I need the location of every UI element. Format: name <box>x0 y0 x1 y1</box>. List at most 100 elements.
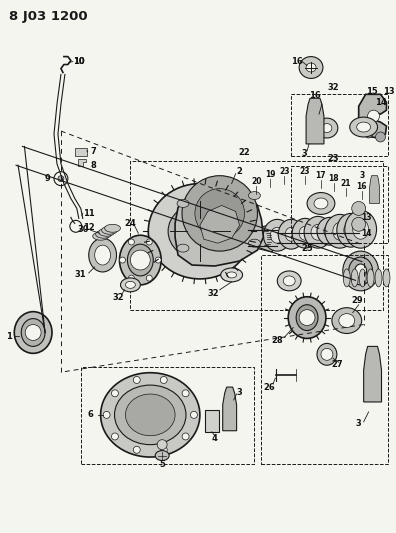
Ellipse shape <box>120 278 140 292</box>
Circle shape <box>352 217 366 231</box>
Circle shape <box>365 130 373 138</box>
Text: 4: 4 <box>212 434 218 443</box>
Ellipse shape <box>299 227 311 240</box>
Text: 10: 10 <box>73 57 85 66</box>
Ellipse shape <box>353 220 369 239</box>
Text: 8: 8 <box>91 161 97 170</box>
Text: 14: 14 <box>375 98 386 107</box>
Text: 1: 1 <box>6 332 12 341</box>
Text: 16: 16 <box>291 57 303 66</box>
Ellipse shape <box>344 222 358 238</box>
Text: 2: 2 <box>237 167 242 176</box>
Ellipse shape <box>317 343 337 365</box>
Text: 32: 32 <box>327 83 339 92</box>
Circle shape <box>155 257 161 263</box>
Circle shape <box>130 250 150 270</box>
Circle shape <box>128 239 134 245</box>
Circle shape <box>299 310 315 326</box>
Ellipse shape <box>14 312 52 353</box>
Ellipse shape <box>343 269 350 287</box>
Ellipse shape <box>105 224 120 232</box>
Ellipse shape <box>332 308 362 334</box>
Text: 6: 6 <box>88 410 93 419</box>
Text: 9: 9 <box>44 174 50 183</box>
Circle shape <box>195 189 245 238</box>
Polygon shape <box>359 94 386 138</box>
Ellipse shape <box>367 269 374 287</box>
Ellipse shape <box>270 227 284 243</box>
Polygon shape <box>175 184 263 266</box>
Ellipse shape <box>155 450 169 461</box>
Ellipse shape <box>102 227 118 234</box>
Ellipse shape <box>333 222 347 240</box>
Circle shape <box>146 275 152 281</box>
Circle shape <box>352 201 366 215</box>
Text: 17: 17 <box>316 171 326 180</box>
Text: 27: 27 <box>331 360 343 369</box>
Text: 12: 12 <box>83 223 95 232</box>
Circle shape <box>367 110 379 122</box>
Circle shape <box>146 239 152 245</box>
Ellipse shape <box>263 220 291 251</box>
Circle shape <box>58 176 64 182</box>
Ellipse shape <box>249 239 261 247</box>
Ellipse shape <box>351 269 358 287</box>
Circle shape <box>182 433 189 440</box>
Ellipse shape <box>148 184 251 279</box>
Circle shape <box>70 220 82 232</box>
Ellipse shape <box>359 269 366 287</box>
Text: 24: 24 <box>124 219 136 228</box>
Text: 32: 32 <box>113 293 124 302</box>
Ellipse shape <box>288 297 326 338</box>
Circle shape <box>157 440 167 450</box>
Polygon shape <box>223 387 236 431</box>
Circle shape <box>182 390 189 397</box>
Text: 32: 32 <box>208 289 220 298</box>
Text: 5: 5 <box>159 460 165 469</box>
Text: 23: 23 <box>327 155 339 163</box>
Text: 19: 19 <box>265 170 276 179</box>
Text: 25: 25 <box>301 244 313 253</box>
Bar <box>205 410 219 432</box>
Ellipse shape <box>307 192 335 214</box>
Text: 23: 23 <box>279 167 289 176</box>
Text: 29: 29 <box>351 296 362 305</box>
Text: 3: 3 <box>301 149 307 158</box>
Circle shape <box>321 349 333 360</box>
Circle shape <box>160 446 167 453</box>
Polygon shape <box>248 224 272 252</box>
Ellipse shape <box>304 216 332 248</box>
Ellipse shape <box>355 264 367 278</box>
Polygon shape <box>306 98 324 144</box>
Text: 13: 13 <box>362 213 372 222</box>
Circle shape <box>111 433 118 440</box>
Ellipse shape <box>357 122 371 132</box>
Ellipse shape <box>221 268 243 282</box>
Ellipse shape <box>306 63 316 72</box>
Circle shape <box>133 376 140 383</box>
Ellipse shape <box>277 271 301 291</box>
Circle shape <box>25 325 41 341</box>
Text: 26: 26 <box>263 383 275 392</box>
Ellipse shape <box>296 305 318 330</box>
Text: 20: 20 <box>251 177 262 186</box>
Ellipse shape <box>337 213 365 247</box>
Ellipse shape <box>383 269 390 287</box>
Text: 14: 14 <box>362 229 372 238</box>
Ellipse shape <box>324 224 336 238</box>
Circle shape <box>160 376 167 383</box>
Ellipse shape <box>345 211 377 248</box>
Ellipse shape <box>114 385 186 445</box>
Ellipse shape <box>128 244 153 276</box>
Ellipse shape <box>283 276 295 286</box>
Polygon shape <box>200 205 240 243</box>
Ellipse shape <box>311 224 325 240</box>
Ellipse shape <box>101 373 200 457</box>
Polygon shape <box>369 176 379 204</box>
Ellipse shape <box>316 118 338 138</box>
Ellipse shape <box>120 235 161 285</box>
Text: 28: 28 <box>272 336 283 345</box>
Ellipse shape <box>249 191 261 199</box>
Circle shape <box>103 411 110 418</box>
Ellipse shape <box>177 244 189 252</box>
